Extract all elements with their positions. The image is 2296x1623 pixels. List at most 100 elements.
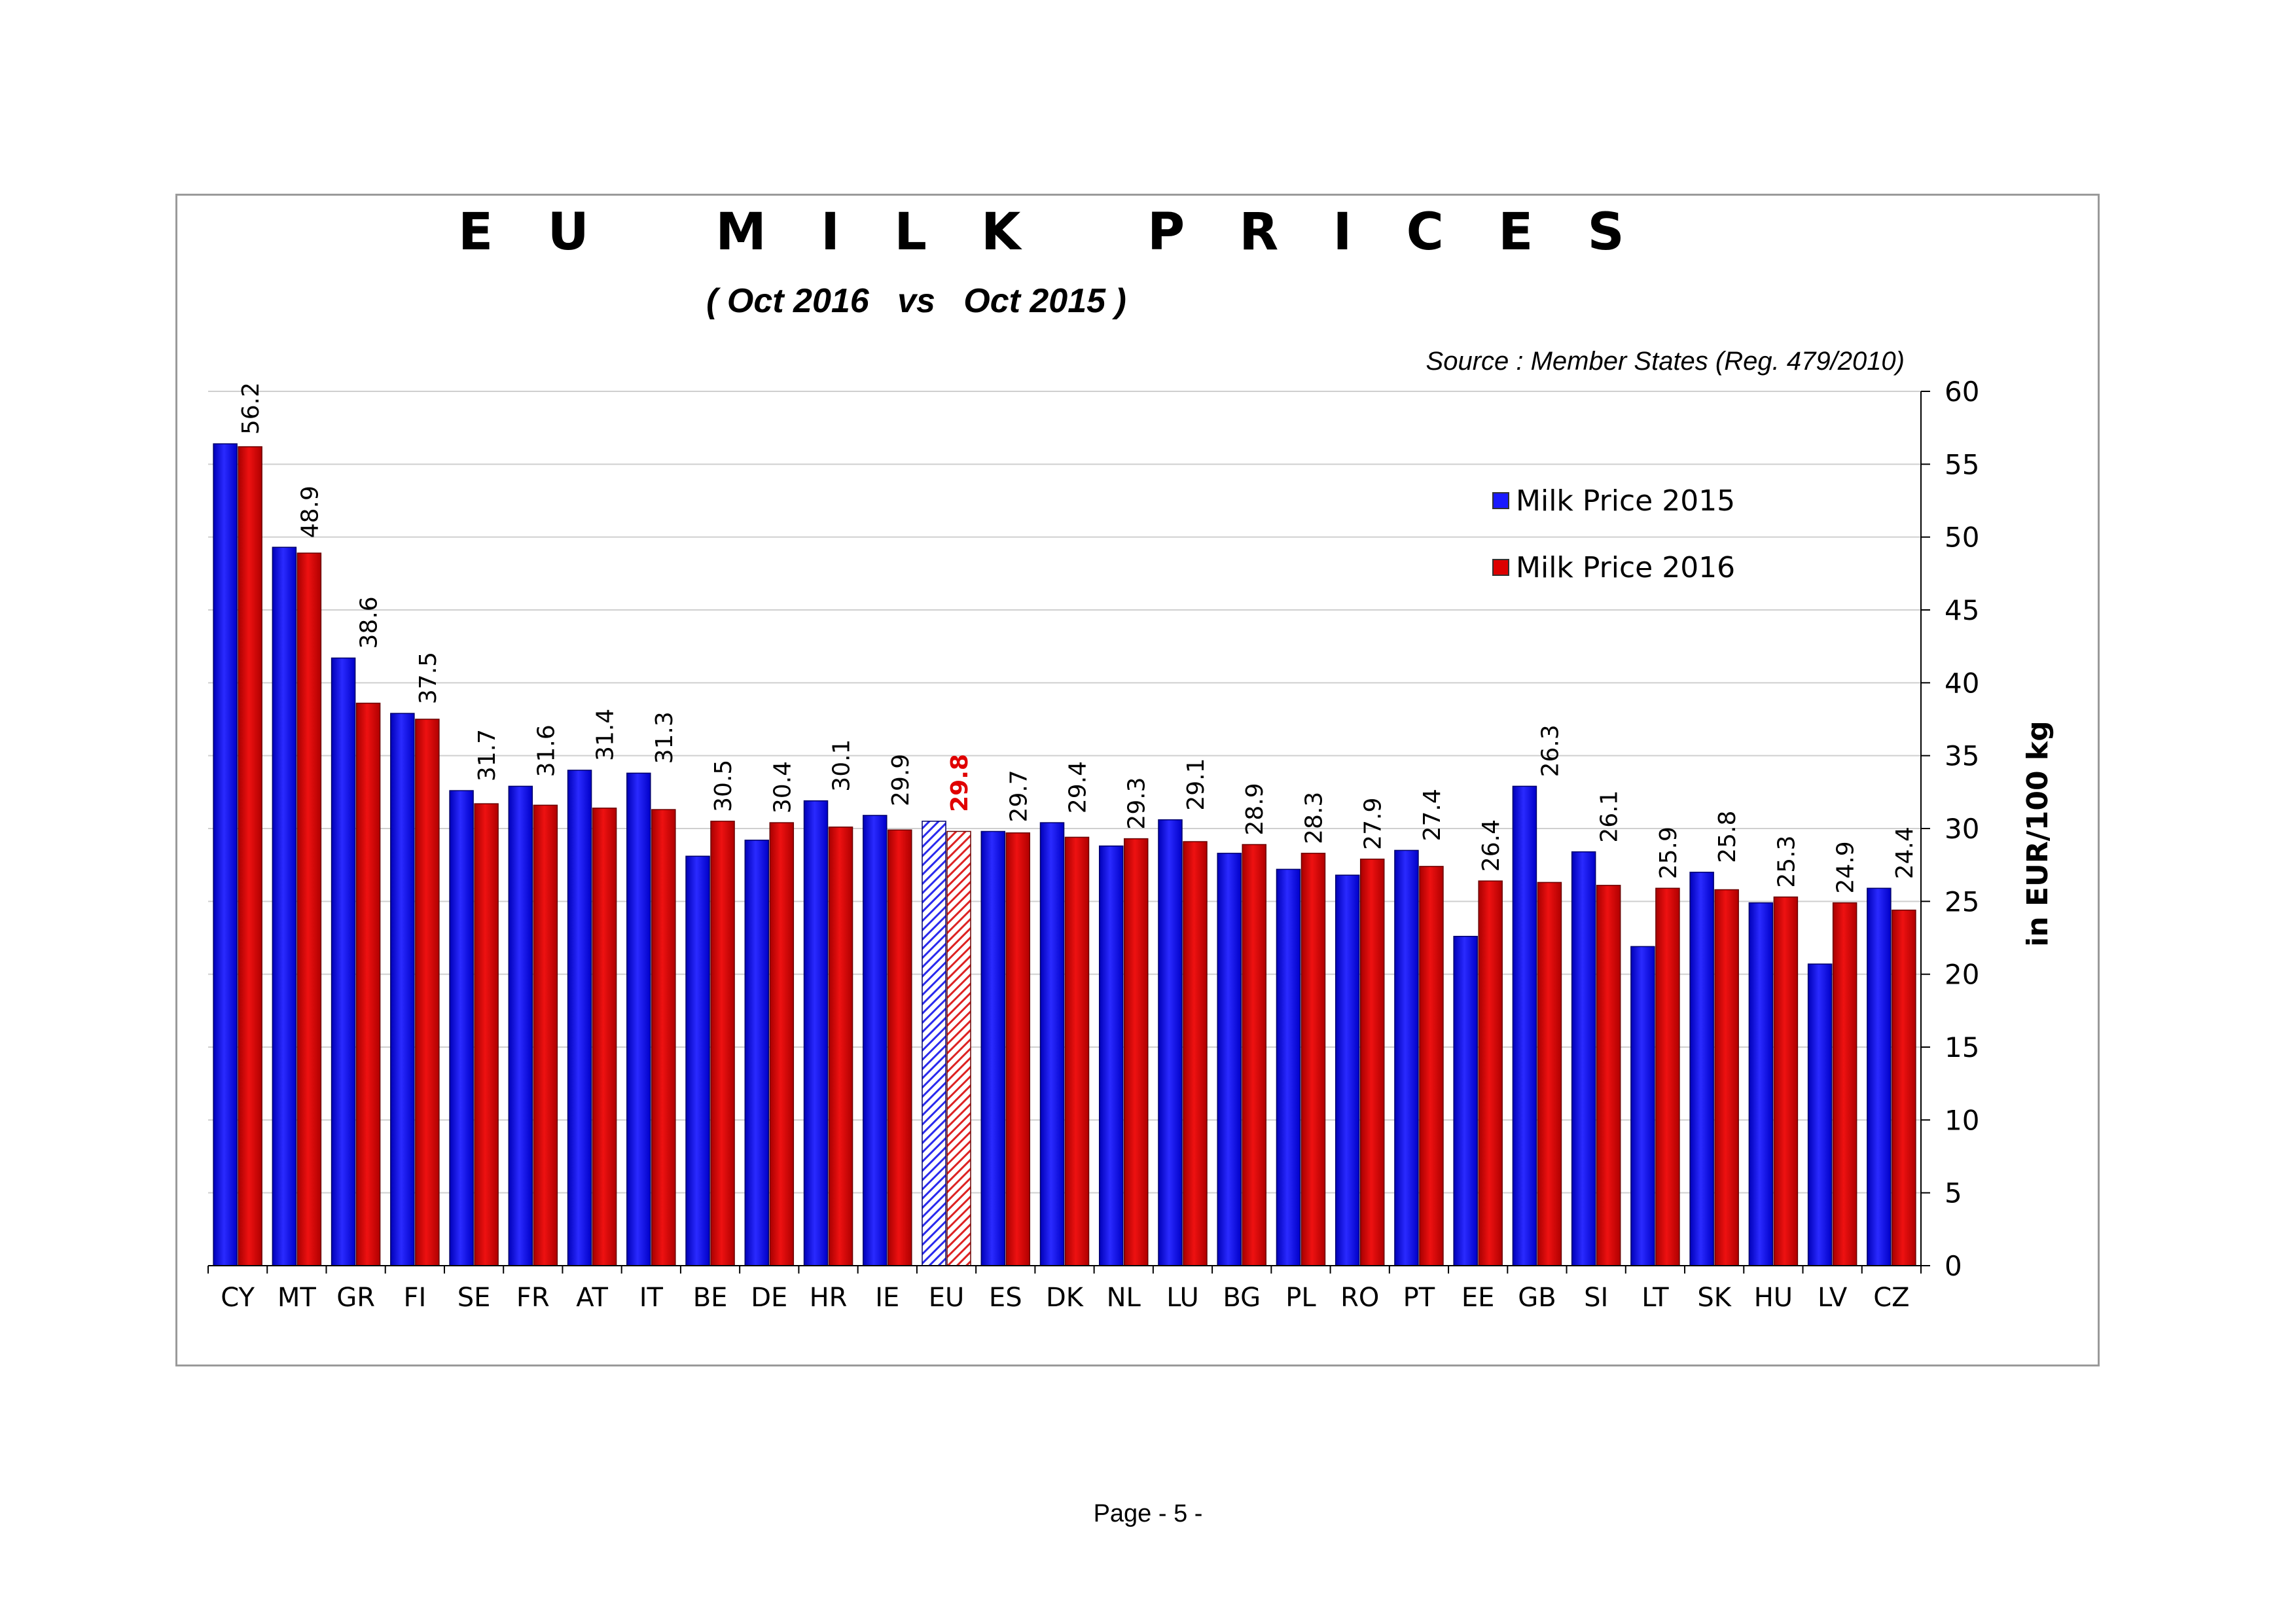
bar-2016-ie <box>888 829 912 1266</box>
bar-2016-pt <box>1419 866 1444 1266</box>
bar-2016-nl <box>1123 838 1149 1266</box>
bar-2015-fi <box>390 713 415 1266</box>
x-tick-label: BE <box>693 1283 728 1313</box>
x-tick-label: PT <box>1403 1283 1435 1313</box>
x-tick-label: AT <box>576 1283 608 1313</box>
y-tick-label: 50 <box>1945 522 1979 554</box>
x-tick-label: NL <box>1107 1283 1141 1313</box>
axes: 0 5 10 15 20 25 30 35 40 45 50 55 60 CY MT GR FI SE FR AT IT… <box>207 376 1979 1313</box>
data-label-fr: 31.6 <box>533 724 560 777</box>
bar-2016-sk <box>1714 889 1739 1266</box>
data-label-mt: 48.9 <box>296 486 323 538</box>
legend-label-2016: Milk Price 2016 <box>1516 550 1736 584</box>
bar-2015-sk <box>1689 872 1714 1266</box>
bar-2015-gr <box>331 657 356 1266</box>
bar-2016-lt <box>1655 887 1680 1266</box>
bar-2016-pl <box>1300 853 1326 1266</box>
data-label-lv: 24.9 <box>1833 841 1859 893</box>
bar-2015-de <box>744 840 770 1266</box>
x-tick-label: HU <box>1754 1283 1793 1313</box>
x-tick-label: FI <box>403 1283 426 1313</box>
data-label-lt: 25.9 <box>1655 827 1682 879</box>
bar-2015-es <box>980 830 1006 1266</box>
bar-2015-ee <box>1453 936 1478 1266</box>
bar-2016-hu <box>1773 896 1799 1266</box>
bar-2016-se <box>474 803 499 1266</box>
y-tick-label: 15 <box>1945 1031 1979 1063</box>
bar-2015-lt <box>1630 946 1655 1266</box>
bar-2015-lu <box>1158 819 1183 1266</box>
data-label-bg: 28.9 <box>1242 783 1268 835</box>
bar-2016-hr <box>828 827 853 1266</box>
data-label-ro: 27.9 <box>1360 798 1387 850</box>
legend-label-2015: Milk Price 2015 <box>1516 484 1736 518</box>
bar-2015-at <box>567 770 592 1266</box>
bar-2016-es <box>1005 832 1031 1266</box>
bar-2016-eu <box>946 830 971 1266</box>
y-tick-label: 0 <box>1945 1250 1962 1282</box>
bar-2016-si <box>1596 885 1621 1266</box>
data-label-cy: 56.2 <box>238 382 264 435</box>
data-label-de: 30.4 <box>769 761 796 813</box>
legend-swatch-red <box>1492 559 1509 576</box>
bar-2016-dk <box>1064 836 1090 1266</box>
legend-item-2016: Milk Price 2016 <box>1492 544 1735 590</box>
chart-subtitle: ( Oct 2016 vs Oct 2015 ) <box>706 282 1126 320</box>
y-tick-label: 20 <box>1945 959 1979 991</box>
bar-2016-cz <box>1892 909 1916 1266</box>
data-label-fi: 37.5 <box>415 652 442 704</box>
data-label-hr: 30.1 <box>829 740 855 792</box>
bar-2016-at <box>592 808 617 1266</box>
bar-2015-eu <box>922 821 946 1266</box>
legend-item-2015: Milk Price 2015 <box>1492 478 1735 524</box>
x-tick-label: IT <box>639 1283 664 1313</box>
y-tick-label: 40 <box>1945 667 1979 699</box>
x-tick-label: HR <box>810 1283 848 1313</box>
data-label-se: 31.7 <box>474 729 501 781</box>
bar-2016-lu <box>1183 841 1208 1266</box>
data-label-sk: 25.8 <box>1714 811 1741 863</box>
data-label-dk: 29.4 <box>1065 761 1092 813</box>
bar-2015-pl <box>1276 868 1301 1266</box>
y-tick-label: 45 <box>1945 594 1979 626</box>
x-tick-label: MT <box>278 1283 317 1313</box>
bar-2016-be <box>710 821 735 1266</box>
x-tick-label: EE <box>1462 1283 1495 1313</box>
legend-swatch-blue <box>1492 492 1509 509</box>
bar-2015-lv <box>1807 963 1833 1266</box>
bar-2016-bg <box>1242 844 1266 1266</box>
bar-2016-lv <box>1832 902 1857 1266</box>
x-tick-label: LV <box>1818 1283 1848 1313</box>
x-tick-label: SK <box>1697 1283 1732 1313</box>
legend: Milk Price 2015 Milk Price 2016 <box>1492 478 1735 611</box>
bar-2016-gb <box>1537 882 1562 1266</box>
y-tick-label: 10 <box>1945 1104 1979 1136</box>
source-note: Source : Member States (Reg. 479/2010) <box>1426 347 1905 376</box>
data-label-gr: 38.6 <box>356 596 383 649</box>
bar-2015-nl <box>1098 845 1124 1266</box>
bar-2015-hr <box>803 800 829 1266</box>
data-label-ie: 29.9 <box>888 754 914 806</box>
bar-2015-ie <box>863 815 888 1266</box>
data-label-it: 31.3 <box>651 711 678 764</box>
x-tick-label: LT <box>1641 1283 1669 1313</box>
data-label-eu: 29.8 <box>946 754 973 812</box>
y-tick-label: 25 <box>1945 885 1979 918</box>
bar-2015-ro <box>1335 874 1360 1266</box>
y-tick-label: 55 <box>1945 448 1979 480</box>
bar-2015-mt <box>272 546 297 1266</box>
x-tick-label: DK <box>1046 1283 1085 1313</box>
x-tick-label: SE <box>457 1283 491 1313</box>
bar-2015-dk <box>1039 822 1065 1266</box>
bar-2015-pt <box>1394 849 1419 1266</box>
data-label-cz: 24.4 <box>1892 827 1918 879</box>
data-label-gb: 26.3 <box>1537 724 1564 777</box>
bar-2016-gr <box>355 702 381 1266</box>
bar-2016-de <box>769 822 795 1266</box>
x-tick-label: PL <box>1285 1283 1316 1313</box>
bar-2015-si <box>1571 851 1596 1266</box>
bar-2015-se <box>449 790 474 1266</box>
x-tick-label: SI <box>1584 1283 1608 1313</box>
bar-2015-fr <box>508 785 533 1266</box>
